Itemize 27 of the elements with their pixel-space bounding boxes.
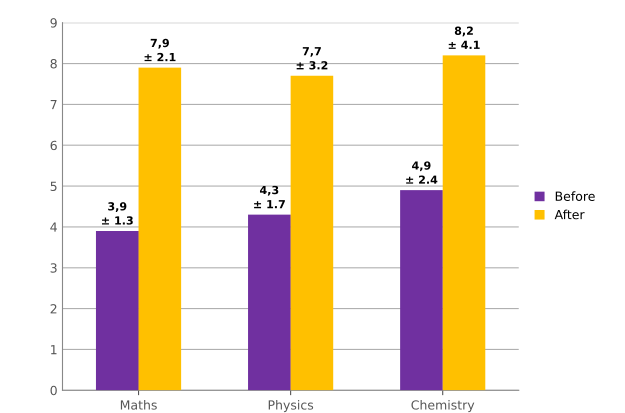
y-tick-label: 0 bbox=[50, 386, 57, 396]
legend-label: Before bbox=[556, 191, 595, 201]
x-tick-label: Maths bbox=[120, 400, 157, 410]
y-tick-label: 9 bbox=[50, 18, 57, 28]
y-tick-label: 6 bbox=[50, 140, 57, 150]
data-label: 3,9 ± 1.3 bbox=[102, 202, 133, 225]
data-label: 8,2 ± 4.1 bbox=[448, 26, 480, 49]
bar bbox=[248, 214, 291, 390]
bar bbox=[442, 55, 486, 390]
legend-label: After bbox=[554, 210, 585, 220]
y-tick-label: 2 bbox=[50, 304, 56, 314]
data-label: 4,3 ± 1.7 bbox=[254, 186, 285, 208]
y-tick-label: 3 bbox=[50, 263, 57, 273]
bar bbox=[96, 231, 139, 390]
y-tick-label: 4 bbox=[50, 222, 57, 232]
y-tick-label: 5 bbox=[50, 182, 57, 192]
y-tick-label: 1 bbox=[51, 345, 56, 354]
x-tick-label: Chemistry bbox=[411, 400, 474, 412]
y-tick-label: 7 bbox=[50, 100, 57, 110]
x-tick-label: Physics bbox=[268, 400, 314, 412]
y-tick-label: 8 bbox=[50, 59, 57, 68]
bar bbox=[400, 190, 443, 390]
data-label: 4,9 ± 2.4 bbox=[406, 161, 438, 184]
data-label: 7,9 ± 2.1 bbox=[144, 38, 176, 62]
data-label: 7,7 ± 3.2 bbox=[296, 47, 328, 70]
bar bbox=[138, 68, 182, 390]
bar bbox=[290, 76, 334, 390]
